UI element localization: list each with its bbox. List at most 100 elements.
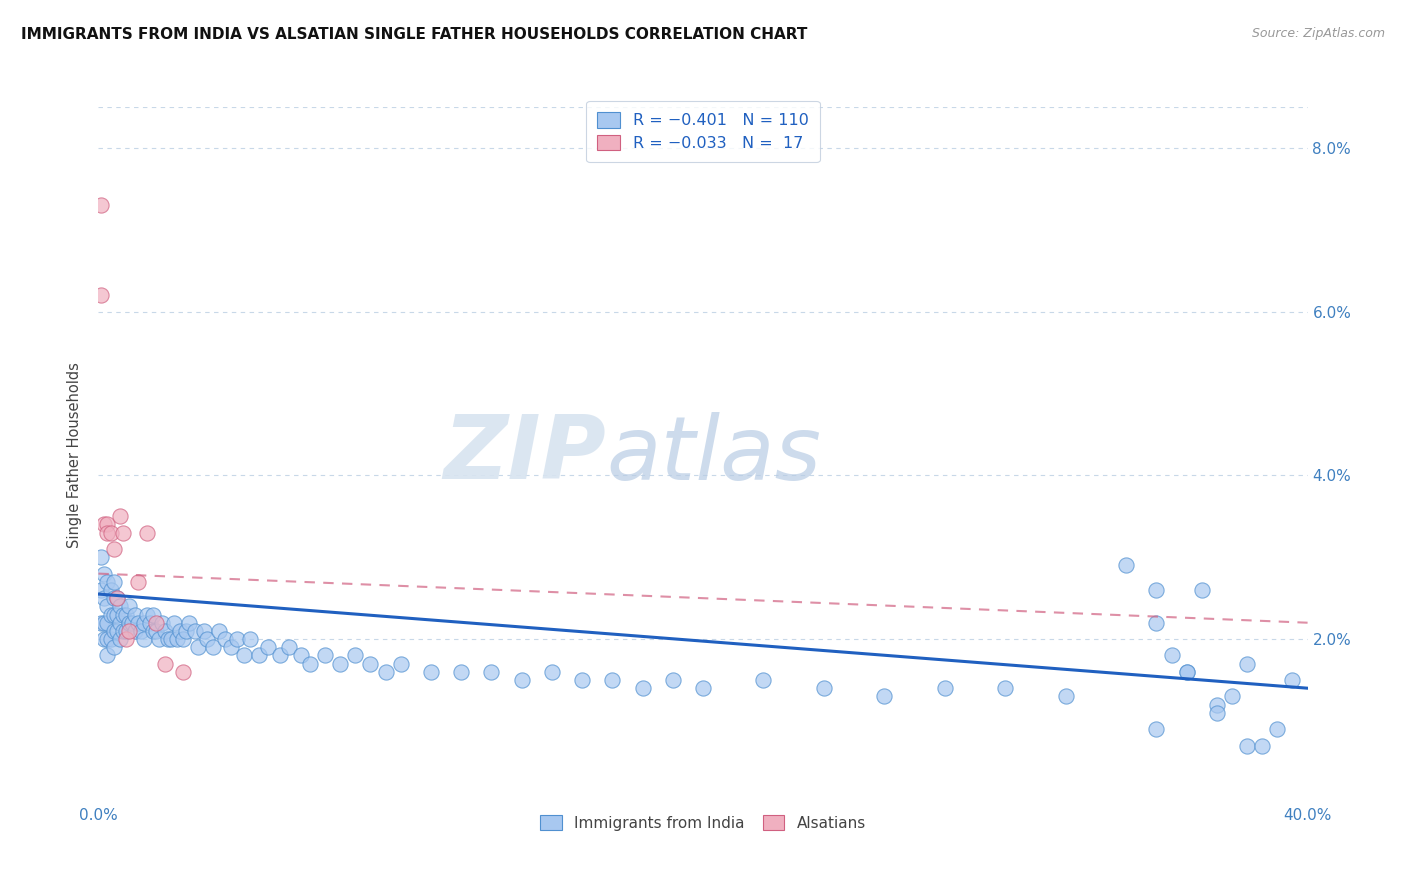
Point xyxy=(226,632,249,646)
Point xyxy=(166,632,188,646)
Point xyxy=(1160,648,1182,663)
Point xyxy=(96,525,118,540)
Point xyxy=(142,607,165,622)
Point xyxy=(96,648,118,663)
Point xyxy=(93,517,115,532)
Point xyxy=(174,624,197,638)
Point xyxy=(813,681,835,696)
Point xyxy=(602,673,624,687)
Point xyxy=(232,648,254,663)
Point xyxy=(100,582,122,597)
Point xyxy=(108,599,131,614)
Point xyxy=(163,615,186,630)
Point xyxy=(148,632,170,646)
Point xyxy=(172,632,194,646)
Point xyxy=(103,542,125,557)
Legend: Immigrants from India, Alsatians: Immigrants from India, Alsatians xyxy=(534,809,872,837)
Point xyxy=(1054,690,1077,704)
Point xyxy=(420,665,443,679)
Text: Source: ZipAtlas.com: Source: ZipAtlas.com xyxy=(1251,27,1385,40)
Point xyxy=(111,607,134,622)
Point xyxy=(96,574,118,589)
Point xyxy=(1191,582,1213,597)
Point xyxy=(329,657,352,671)
Point xyxy=(121,615,143,630)
Point xyxy=(114,607,136,622)
Point xyxy=(108,615,131,630)
Point xyxy=(118,599,141,614)
Point xyxy=(221,640,243,655)
Point xyxy=(179,615,201,630)
Point xyxy=(994,681,1017,696)
Point xyxy=(184,624,207,638)
Point xyxy=(105,591,128,606)
Point xyxy=(124,607,146,622)
Point xyxy=(108,509,131,524)
Point xyxy=(481,665,503,679)
Point xyxy=(1175,665,1198,679)
Point xyxy=(90,198,112,212)
Point xyxy=(132,615,155,630)
Point xyxy=(277,640,299,655)
Point xyxy=(132,632,155,646)
Point xyxy=(105,607,128,622)
Point xyxy=(93,632,115,646)
Point xyxy=(510,673,533,687)
Point xyxy=(1236,739,1258,753)
Point xyxy=(169,624,191,638)
Point xyxy=(105,624,128,638)
Point xyxy=(290,648,312,663)
Point xyxy=(156,632,179,646)
Point xyxy=(90,615,112,630)
Point xyxy=(129,624,152,638)
Point xyxy=(135,525,157,540)
Point xyxy=(93,566,115,581)
Point xyxy=(103,624,125,638)
Point xyxy=(1206,706,1229,720)
Point xyxy=(96,517,118,532)
Point xyxy=(752,673,775,687)
Point xyxy=(111,624,134,638)
Point xyxy=(124,624,146,638)
Point xyxy=(374,665,396,679)
Point xyxy=(187,640,209,655)
Point xyxy=(135,607,157,622)
Point xyxy=(299,657,322,671)
Point xyxy=(103,574,125,589)
Point xyxy=(193,624,215,638)
Point xyxy=(93,615,115,630)
Text: IMMIGRANTS FROM INDIA VS ALSATIAN SINGLE FATHER HOUSEHOLDS CORRELATION CHART: IMMIGRANTS FROM INDIA VS ALSATIAN SINGLE… xyxy=(21,27,807,42)
Point xyxy=(114,632,136,646)
Point xyxy=(247,648,270,663)
Point xyxy=(214,632,236,646)
Point xyxy=(344,648,367,663)
Point xyxy=(105,591,128,606)
Point xyxy=(111,525,134,540)
Point xyxy=(1175,665,1198,679)
Point xyxy=(100,607,122,622)
Point xyxy=(96,599,118,614)
Point xyxy=(202,640,225,655)
Point xyxy=(160,632,183,646)
Point xyxy=(269,648,291,663)
Point xyxy=(100,525,122,540)
Point xyxy=(1115,558,1137,573)
Point xyxy=(692,681,714,696)
Point xyxy=(100,632,122,646)
Point xyxy=(873,690,896,704)
Point xyxy=(1267,722,1289,736)
Point xyxy=(1206,698,1229,712)
Point xyxy=(118,615,141,630)
Point xyxy=(145,624,167,638)
Point xyxy=(153,657,176,671)
Text: atlas: atlas xyxy=(606,412,821,498)
Point xyxy=(90,288,112,302)
Point xyxy=(103,591,125,606)
Point xyxy=(934,681,956,696)
Point xyxy=(118,624,141,638)
Point xyxy=(103,607,125,622)
Point xyxy=(360,657,382,671)
Point xyxy=(142,624,165,638)
Point xyxy=(631,681,654,696)
Point xyxy=(195,632,218,646)
